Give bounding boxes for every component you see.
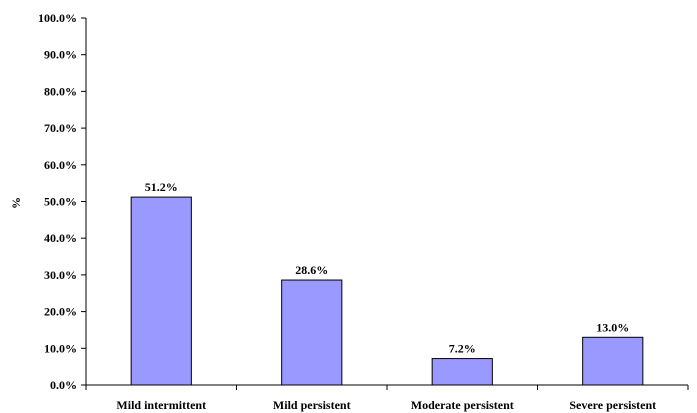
y-tick-label: 100.0% bbox=[38, 11, 77, 25]
bar bbox=[281, 279, 343, 386]
y-tick-label: 90.0% bbox=[44, 48, 77, 62]
y-tick-label: 80.0% bbox=[44, 84, 77, 98]
data-label: 51.2% bbox=[145, 180, 178, 194]
y-tick-label: 60.0% bbox=[44, 158, 77, 172]
y-tick-label: 20.0% bbox=[44, 305, 77, 319]
bar bbox=[130, 196, 192, 386]
category-label: Mild intermittent bbox=[116, 398, 206, 412]
y-tick-label: 0.0% bbox=[50, 378, 77, 392]
y-tick-label: 40.0% bbox=[44, 231, 77, 245]
y-tick-label: 70.0% bbox=[44, 121, 77, 135]
data-label: 13.0% bbox=[596, 320, 629, 334]
y-axis-ticks: 0.0% 10.0% 20.0% 30.0% 40.0% 50.0% 60.0% 70.0% 8… bbox=[38, 11, 86, 392]
bar bbox=[431, 358, 493, 386]
bar bbox=[582, 336, 644, 386]
category-label: Moderate persistent bbox=[411, 398, 514, 412]
category-label: Severe persistent bbox=[569, 398, 656, 412]
y-tick-label: 10.0% bbox=[44, 341, 77, 355]
y-axis-title: % bbox=[9, 197, 23, 209]
data-labels: 51.2% 28.6% 7.2% 13.0% bbox=[145, 180, 630, 355]
bars bbox=[130, 196, 644, 386]
data-label: 28.6% bbox=[295, 263, 328, 277]
category-labels: Mild intermittent Mild persistent Moderate… bbox=[116, 398, 656, 412]
y-tick-label: 50.0% bbox=[44, 195, 77, 209]
data-label: 7.2% bbox=[449, 342, 476, 356]
x-axis-ticks bbox=[85, 385, 689, 390]
category-label: Mild persistent bbox=[273, 398, 351, 412]
y-tick-label: 30.0% bbox=[44, 268, 77, 282]
